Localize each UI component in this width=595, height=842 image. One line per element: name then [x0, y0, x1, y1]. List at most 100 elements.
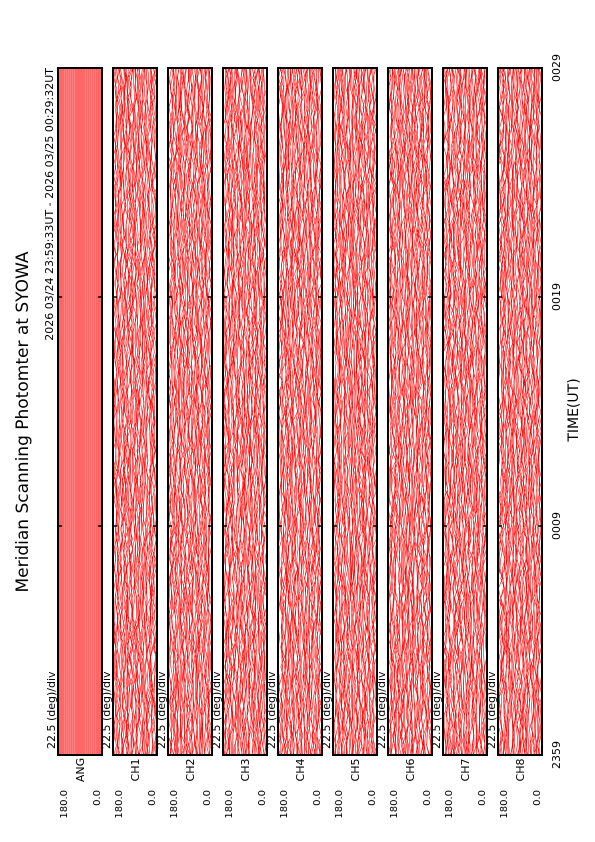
trace [198, 67, 204, 756]
trace [131, 67, 136, 756]
trace [420, 67, 426, 756]
trace [128, 67, 134, 756]
trace [314, 67, 318, 756]
trace [177, 67, 181, 756]
trace [521, 67, 526, 756]
panel-scale: 22.5 (deg)/div [485, 671, 498, 749]
trace [411, 67, 415, 756]
trace [356, 67, 361, 756]
trace [134, 67, 139, 756]
chart-subtitle: 2026 03/24 23:59:33UT - 2026 03/25 00:29… [43, 68, 56, 341]
panel-frame [387, 67, 433, 756]
trace [139, 67, 144, 756]
trace [253, 67, 257, 756]
panel-frame [497, 67, 543, 756]
trace [178, 67, 182, 756]
trace [182, 67, 187, 756]
trace [511, 68, 515, 756]
trace [517, 67, 522, 756]
trace [532, 67, 536, 756]
trace [354, 67, 359, 756]
trace [291, 67, 295, 756]
y-tick-label: 0.0 [367, 790, 378, 806]
trace [417, 67, 423, 756]
trace [113, 67, 118, 756]
trace [244, 67, 249, 756]
y-tick-label: 0.0 [477, 790, 488, 806]
y-tick-label: 180.0 [389, 790, 400, 819]
trace [196, 67, 201, 756]
panel-scale: 22.5 (deg)/div [430, 671, 443, 749]
trace [125, 67, 129, 756]
trace [469, 67, 475, 756]
panel-name: CH1 [129, 759, 142, 782]
trace [333, 67, 338, 756]
trace [416, 67, 422, 756]
trace [294, 67, 299, 755]
y-tick-label: 0.0 [532, 790, 543, 806]
panel-scale: 22.5 (deg)/div [265, 671, 278, 749]
trace [174, 67, 180, 756]
trace [126, 67, 132, 756]
trace [454, 67, 460, 756]
trace [259, 67, 265, 756]
trace [233, 67, 239, 756]
trace [529, 67, 533, 756]
trace [192, 67, 197, 756]
trace [370, 67, 375, 756]
trace [296, 67, 301, 756]
trace [352, 67, 357, 756]
trace [231, 67, 237, 755]
trace [464, 67, 469, 756]
trace [248, 67, 254, 756]
trace [343, 67, 347, 756]
trace [313, 67, 318, 756]
trace [393, 67, 397, 756]
trace [529, 67, 535, 756]
trace [472, 67, 478, 756]
trace [292, 67, 297, 756]
trace [287, 67, 293, 756]
trace [475, 68, 479, 756]
trace [203, 67, 208, 756]
panel-scale: 22.5 (deg)/div [45, 671, 58, 749]
panel-frame [57, 67, 103, 756]
trace [521, 67, 525, 756]
trace [236, 67, 242, 756]
trace [133, 67, 138, 755]
trace [197, 67, 203, 756]
trace [527, 67, 531, 756]
panel-name: CH7 [459, 759, 472, 782]
trace [187, 67, 192, 756]
trace [122, 67, 128, 755]
trace [338, 67, 343, 756]
trace [427, 68, 432, 756]
y-tick-label: 0.0 [92, 790, 103, 806]
chart-title: Meridian Scanning Photomter at SYOWA [13, 251, 33, 592]
trace [119, 67, 123, 756]
trace [262, 67, 267, 756]
trace [251, 67, 255, 756]
panel-name: ANG [74, 758, 87, 782]
trace [393, 68, 398, 756]
trace [444, 67, 449, 756]
trace [179, 67, 185, 756]
trace [387, 67, 392, 756]
trace [240, 67, 245, 756]
trace [194, 67, 199, 756]
trace [512, 67, 518, 756]
trace [286, 67, 292, 756]
panel-frame [167, 67, 213, 756]
panel-name: CH3 [239, 759, 252, 782]
trace [522, 67, 528, 756]
trace [185, 67, 190, 756]
trace [389, 67, 394, 756]
trace [307, 67, 311, 756]
trace [311, 67, 317, 756]
trace [456, 67, 461, 756]
trace [463, 67, 468, 756]
trace [303, 67, 309, 756]
y-tick-label: 0.0 [257, 790, 268, 806]
trace [254, 67, 260, 756]
trace [368, 67, 374, 756]
